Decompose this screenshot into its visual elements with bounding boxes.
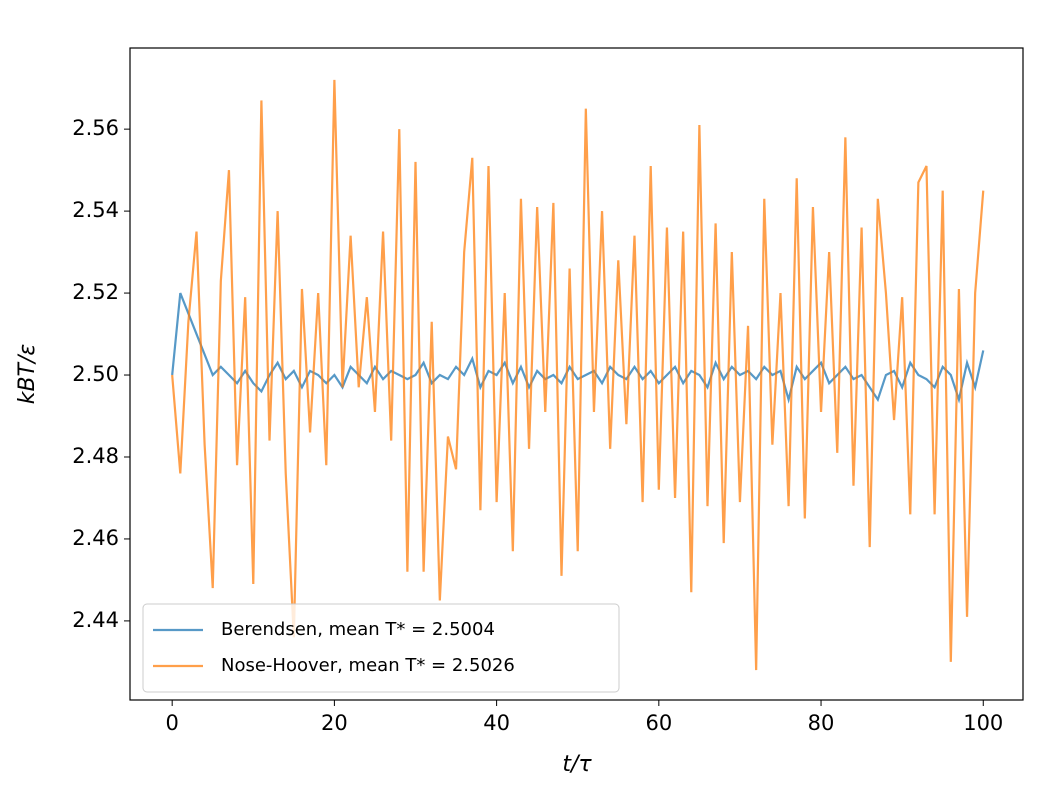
x-tick-label: 40 bbox=[483, 711, 510, 735]
x-tick-label: 60 bbox=[645, 711, 672, 735]
y-tick-label: 2.54 bbox=[72, 198, 119, 222]
y-tick-label: 2.44 bbox=[72, 608, 119, 632]
y-tick-label: 2.50 bbox=[72, 362, 119, 386]
y-tick-label: 2.52 bbox=[72, 280, 119, 304]
series-line bbox=[171, 79, 985, 671]
x-tick-label: 0 bbox=[165, 711, 178, 735]
legend-label: Nose-Hoover, mean T* = 2.5026 bbox=[221, 655, 515, 676]
legend-box bbox=[142, 603, 620, 693]
x-axis-label: t/τ bbox=[562, 752, 592, 777]
series-line bbox=[171, 292, 985, 404]
y-tick-label: 2.48 bbox=[72, 444, 119, 468]
x-tick-label: 100 bbox=[963, 711, 1003, 735]
plot-frame bbox=[129, 47, 1024, 701]
x-tick-label: 80 bbox=[808, 711, 835, 735]
x-tick-label: 20 bbox=[321, 711, 348, 735]
y-tick-label: 2.56 bbox=[72, 116, 119, 140]
y-tick-label: 2.46 bbox=[72, 526, 119, 550]
legend-label: Berendsen, mean T* = 2.5004 bbox=[221, 619, 495, 640]
y-axis-label: kBT/ε bbox=[15, 344, 40, 405]
